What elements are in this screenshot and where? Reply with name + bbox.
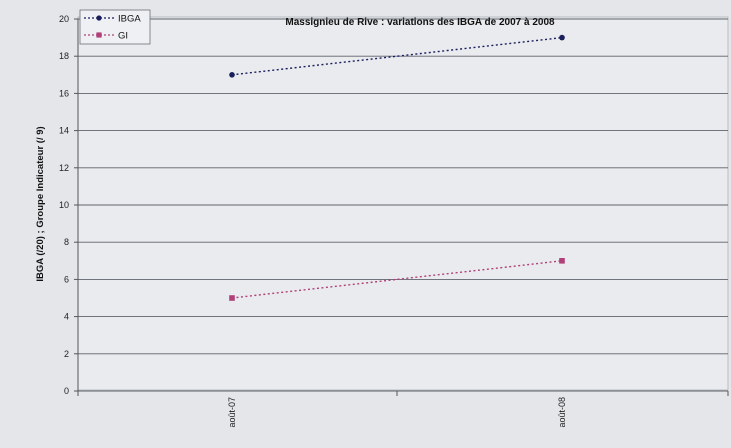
data-point-ibga [229, 72, 235, 78]
plot-area [77, 16, 729, 391]
y-tick-label: 2 [64, 349, 69, 359]
y-tick-label: 6 [64, 274, 69, 284]
legend-label-ibga: IBGA [118, 14, 141, 25]
legend-marker-ibga [96, 15, 102, 21]
legend-label-gi: GI [118, 31, 128, 42]
y-axis: 0 2 4 6 8 10 12 14 16 18 20 [59, 14, 79, 396]
x-axis: août-07 août-08 [77, 391, 729, 428]
data-point-ibga [559, 34, 565, 41]
data-point-gi [229, 295, 235, 301]
y-tick-label: 10 [59, 200, 69, 210]
y-tick-label: 4 [64, 312, 69, 322]
x-tick-label: août-08 [557, 397, 567, 428]
series-line-ibga [231, 36, 563, 76]
y-tick-label: 20 [59, 14, 69, 24]
chart-title: Massignieu de Rive : variations des IBGA… [285, 17, 555, 28]
y-axis-label: IBGA (/20) ; Groupe Indicateur (/ 9) [35, 126, 46, 281]
y-tick-label: 14 [59, 126, 69, 136]
y-tick-label: 12 [59, 163, 69, 173]
legend: IBGA GI [79, 9, 151, 45]
data-point-gi [559, 258, 565, 264]
y-tick-label: 8 [64, 237, 69, 247]
y-tick-label: 16 [59, 88, 69, 98]
series-layer [229, 34, 565, 301]
legend-box [79, 9, 151, 45]
legend-marker-gi [96, 32, 102, 38]
y-tick-label: 0 [64, 386, 69, 396]
y-tick-label: 18 [59, 51, 69, 61]
series-line-gi [231, 260, 563, 299]
x-tick-label: août-07 [227, 397, 237, 428]
